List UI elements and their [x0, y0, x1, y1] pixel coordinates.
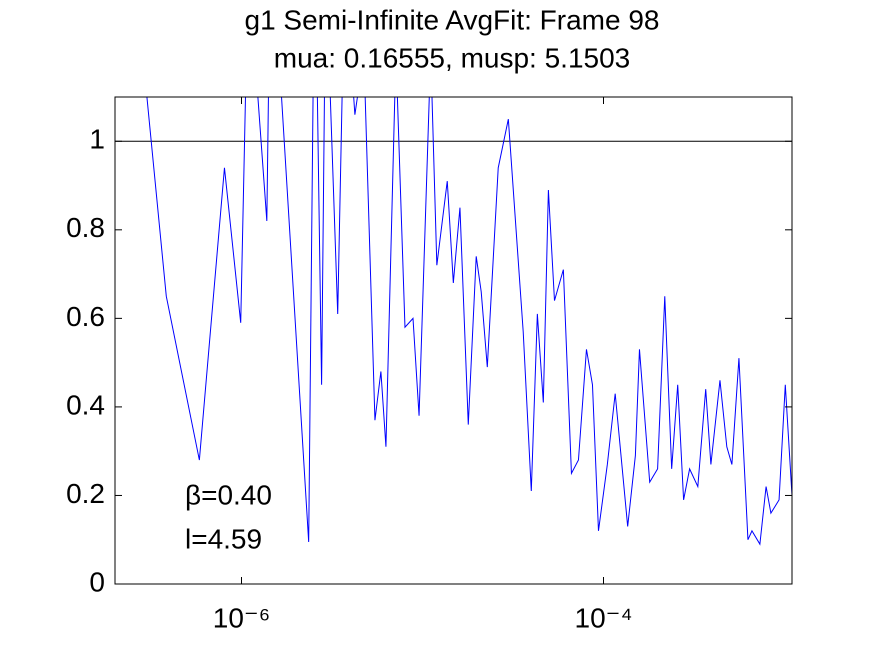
data-line	[146, 97, 792, 546]
axes-box	[114, 96, 793, 585]
chart-title: g1 Semi-Infinite AvgFit: Frame 98	[245, 4, 660, 35]
chart-subtitle: mua: 0.16555, musp: 5.1503	[274, 42, 630, 73]
plot-area	[115, 97, 792, 584]
annotation: l=4.59	[185, 523, 262, 554]
y-tick-label: 0.6	[66, 301, 105, 332]
y-tick-label: 0.4	[66, 389, 105, 420]
y-tick-label: 0.2	[66, 478, 105, 509]
plot	[115, 97, 792, 546]
x-tick-label: 10⁻⁴	[575, 602, 633, 633]
y-tick-label: 0.8	[66, 212, 105, 243]
y-tick-label: 0	[89, 566, 105, 597]
annotation: β=0.40	[185, 479, 272, 510]
x-tick-label: 10⁻⁶	[213, 602, 270, 633]
y-tick-label: 1	[89, 124, 105, 155]
